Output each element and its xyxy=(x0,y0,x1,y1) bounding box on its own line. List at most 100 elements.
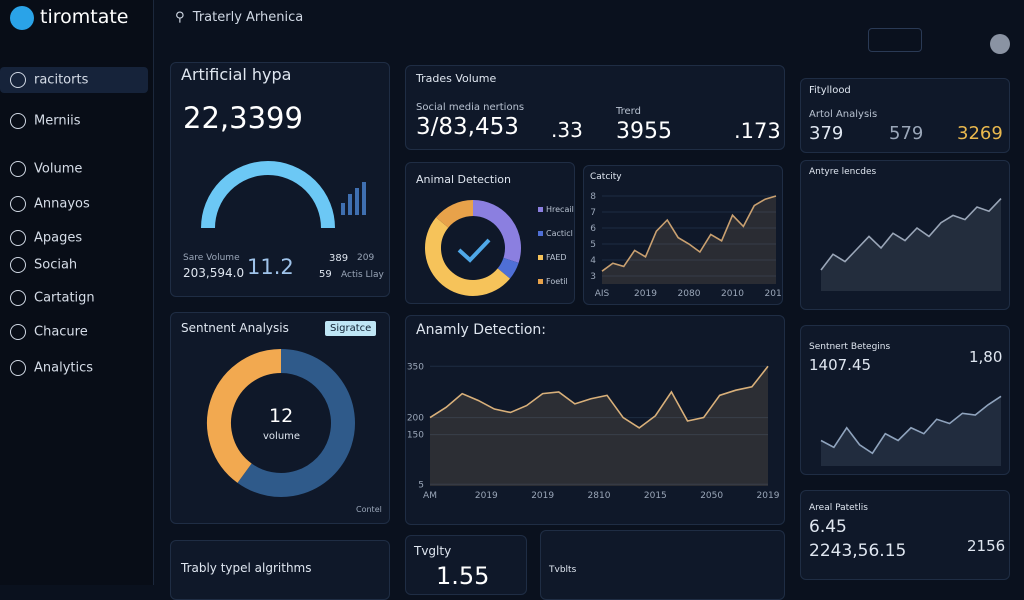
logo-icon xyxy=(10,6,34,30)
side-value: 1,80 xyxy=(969,348,1003,366)
legend-item: Foetil xyxy=(538,277,568,286)
menu-item[interactable]: Merniis xyxy=(10,113,81,129)
title: Tvglty xyxy=(414,544,452,558)
menu-label: racitorts xyxy=(34,72,89,88)
sub-value: 2243,56.15 xyxy=(809,541,907,561)
gauge-arc xyxy=(201,161,335,229)
menu-icon xyxy=(10,113,26,129)
menu-label: Analytics xyxy=(34,360,94,376)
hype-card: Artificial hypa 22,3399 Sare Volume 203,… xyxy=(170,62,390,297)
area xyxy=(821,198,1001,291)
menu-icon xyxy=(10,360,26,376)
title: Antyre lencdes xyxy=(809,167,877,177)
footer: Contel xyxy=(356,505,382,514)
line xyxy=(601,195,777,272)
menu-item[interactable]: racitorts xyxy=(10,72,88,88)
search[interactable]: ⚲ Traterly Arhenica xyxy=(175,10,304,25)
antyre-card: Antyre lencdes xyxy=(800,160,1010,310)
menu-label: Apages xyxy=(34,230,83,246)
x-tick-label: 2810 xyxy=(588,491,611,501)
bar-icon xyxy=(341,203,345,215)
legend-label: Cacticl xyxy=(546,229,573,238)
donut-segment xyxy=(425,217,510,296)
menu-icon xyxy=(10,324,26,340)
tvglty-card: Tvglty 1.55 xyxy=(405,535,527,595)
legend-swatch xyxy=(538,207,543,212)
value: 3/83,453 xyxy=(416,114,519,140)
x-tick-label: 2018 xyxy=(765,289,783,299)
y-tick-label: 3 xyxy=(590,272,596,282)
value: 1.55 xyxy=(436,562,490,590)
x-tick-label: 2050 xyxy=(700,491,723,501)
title: Trably typel algrithms xyxy=(181,561,312,575)
y-tick-label: 4 xyxy=(590,256,596,266)
avatar[interactable] xyxy=(990,34,1010,54)
trades-card: Trades Volume Social media nertions 3/83… xyxy=(405,65,785,150)
search-text: Traterly Arhenica xyxy=(192,10,304,25)
legend-item: FAED xyxy=(538,253,567,262)
logo: tiromtate xyxy=(40,6,129,28)
area xyxy=(430,366,768,486)
y-tick-label: 200 xyxy=(407,414,424,424)
donut-segment xyxy=(436,200,474,228)
catcity-card: Catcity 3 4 5 6 7 8 AIS 2019 2080 2010 2018 xyxy=(583,165,783,305)
menu-item[interactable]: Sociah xyxy=(10,257,77,273)
algorithms-card: Trably typel algrithms xyxy=(170,540,390,600)
stat: 389 xyxy=(329,253,349,264)
line xyxy=(820,198,1002,271)
center-label: volume xyxy=(263,431,301,442)
line xyxy=(820,395,1002,455)
value: 3955 xyxy=(616,119,672,144)
title: Anamly Detection: xyxy=(416,322,547,338)
delta: .173 xyxy=(734,119,781,143)
sub-value: 203,594.0 xyxy=(183,266,245,280)
menu-item[interactable]: Cartatign xyxy=(10,290,95,306)
title: Sentnent Analysis xyxy=(181,321,289,335)
x-tick-label: 2080 xyxy=(678,289,701,299)
center-value: 12 xyxy=(269,405,294,427)
delta: 11.2 xyxy=(247,255,294,279)
donut-segment xyxy=(237,349,355,497)
donut xyxy=(425,200,521,296)
delta: .33 xyxy=(551,118,583,142)
menu-label: Volume xyxy=(34,161,83,177)
value: 579 xyxy=(889,123,924,144)
y-tick-label: 8 xyxy=(590,192,596,202)
title: Trades Volume xyxy=(416,72,497,85)
areal-card: Areal Patetlis 6.45 2243,56.15 2156 xyxy=(800,490,1010,580)
menu-item[interactable]: Apages xyxy=(10,230,82,246)
animal-card: Animal Detection Hrecail Cacticl FAED Foeti… xyxy=(405,162,575,304)
value: 22,3399 xyxy=(183,101,303,135)
chart xyxy=(820,395,1002,466)
x-tick-label: 2015 xyxy=(644,491,667,501)
area xyxy=(602,196,776,284)
legend-item: Hrecail xyxy=(538,205,574,214)
x-tick-label: 2019 xyxy=(531,491,554,501)
menu-item[interactable]: Analytics xyxy=(10,360,93,376)
x-tick-label: 2019 xyxy=(475,491,498,501)
menu-item[interactable]: Chacure xyxy=(10,324,88,340)
legend-swatch xyxy=(538,255,543,260)
sidebar: tiromtate racitorts Merniis Volume Annayos A… xyxy=(0,0,154,585)
badge[interactable]: Sigratce xyxy=(325,321,377,336)
anomaly-card: Anamly Detection: 5 150 200 350 AM 2019 2019 28… xyxy=(405,315,785,525)
stat: 209 xyxy=(357,253,375,263)
legend-label: Foetil xyxy=(546,277,568,286)
legend-swatch xyxy=(538,279,543,284)
bar-icon xyxy=(355,188,359,215)
menu-icon xyxy=(10,230,26,246)
x-tick-label: AIS xyxy=(595,289,610,299)
legend-swatch xyxy=(538,231,543,236)
menu-item[interactable]: Annayos xyxy=(10,196,90,212)
top-button[interactable] xyxy=(868,28,922,52)
check-icon xyxy=(457,238,491,263)
menu-icon xyxy=(10,196,26,212)
menu-item[interactable]: Volume xyxy=(10,161,82,177)
title: Artificial hypa xyxy=(181,65,292,84)
donut xyxy=(207,349,355,497)
donut-segment xyxy=(207,349,282,483)
sentiment-card: Sentnent Analysis Sigratce 12 volume Con… xyxy=(170,312,390,524)
bar-icon xyxy=(348,194,352,215)
y-tick-label: 5 xyxy=(418,480,424,490)
